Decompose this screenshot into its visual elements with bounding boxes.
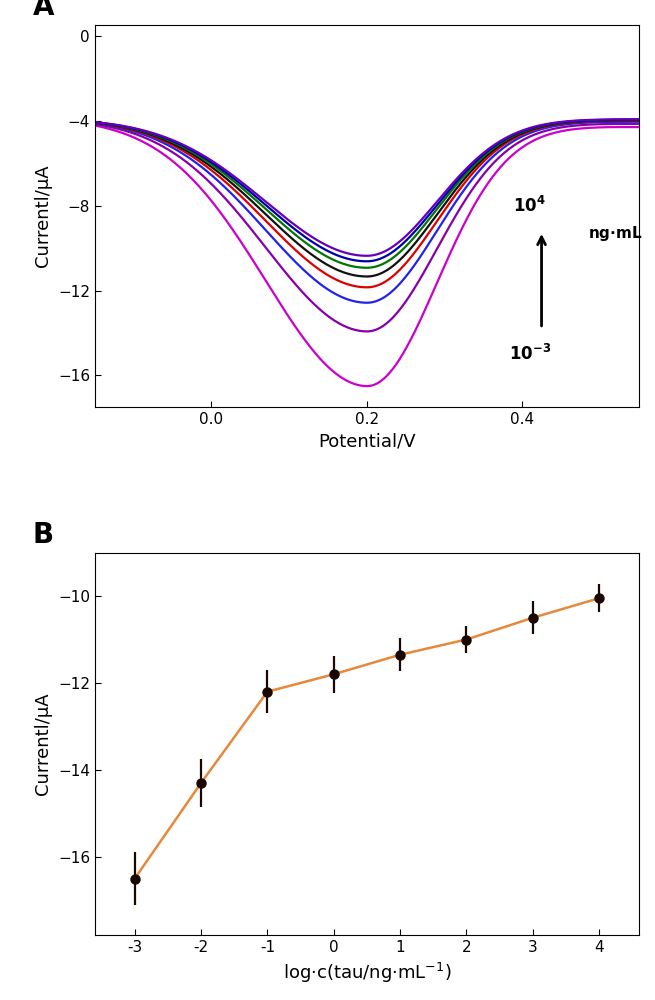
Text: $\mathbf{10^4}$: $\mathbf{10^4}$ <box>514 196 546 216</box>
Text: B: B <box>33 521 54 549</box>
Y-axis label: Currentl/μA: Currentl/μA <box>35 165 52 267</box>
Y-axis label: Currentl/μA: Currentl/μA <box>35 693 52 795</box>
Text: $\mathbf{ng{\cdot}mL}$: $\mathbf{ng{\cdot}mL}$ <box>588 224 643 243</box>
Text: A: A <box>33 0 54 21</box>
X-axis label: log·c(tau/ng·mL$^{-1}$): log·c(tau/ng·mL$^{-1}$) <box>282 960 451 985</box>
Text: $\mathbf{10^{-3}}$: $\mathbf{10^{-3}}$ <box>509 344 551 364</box>
X-axis label: Potential/V: Potential/V <box>318 433 416 451</box>
